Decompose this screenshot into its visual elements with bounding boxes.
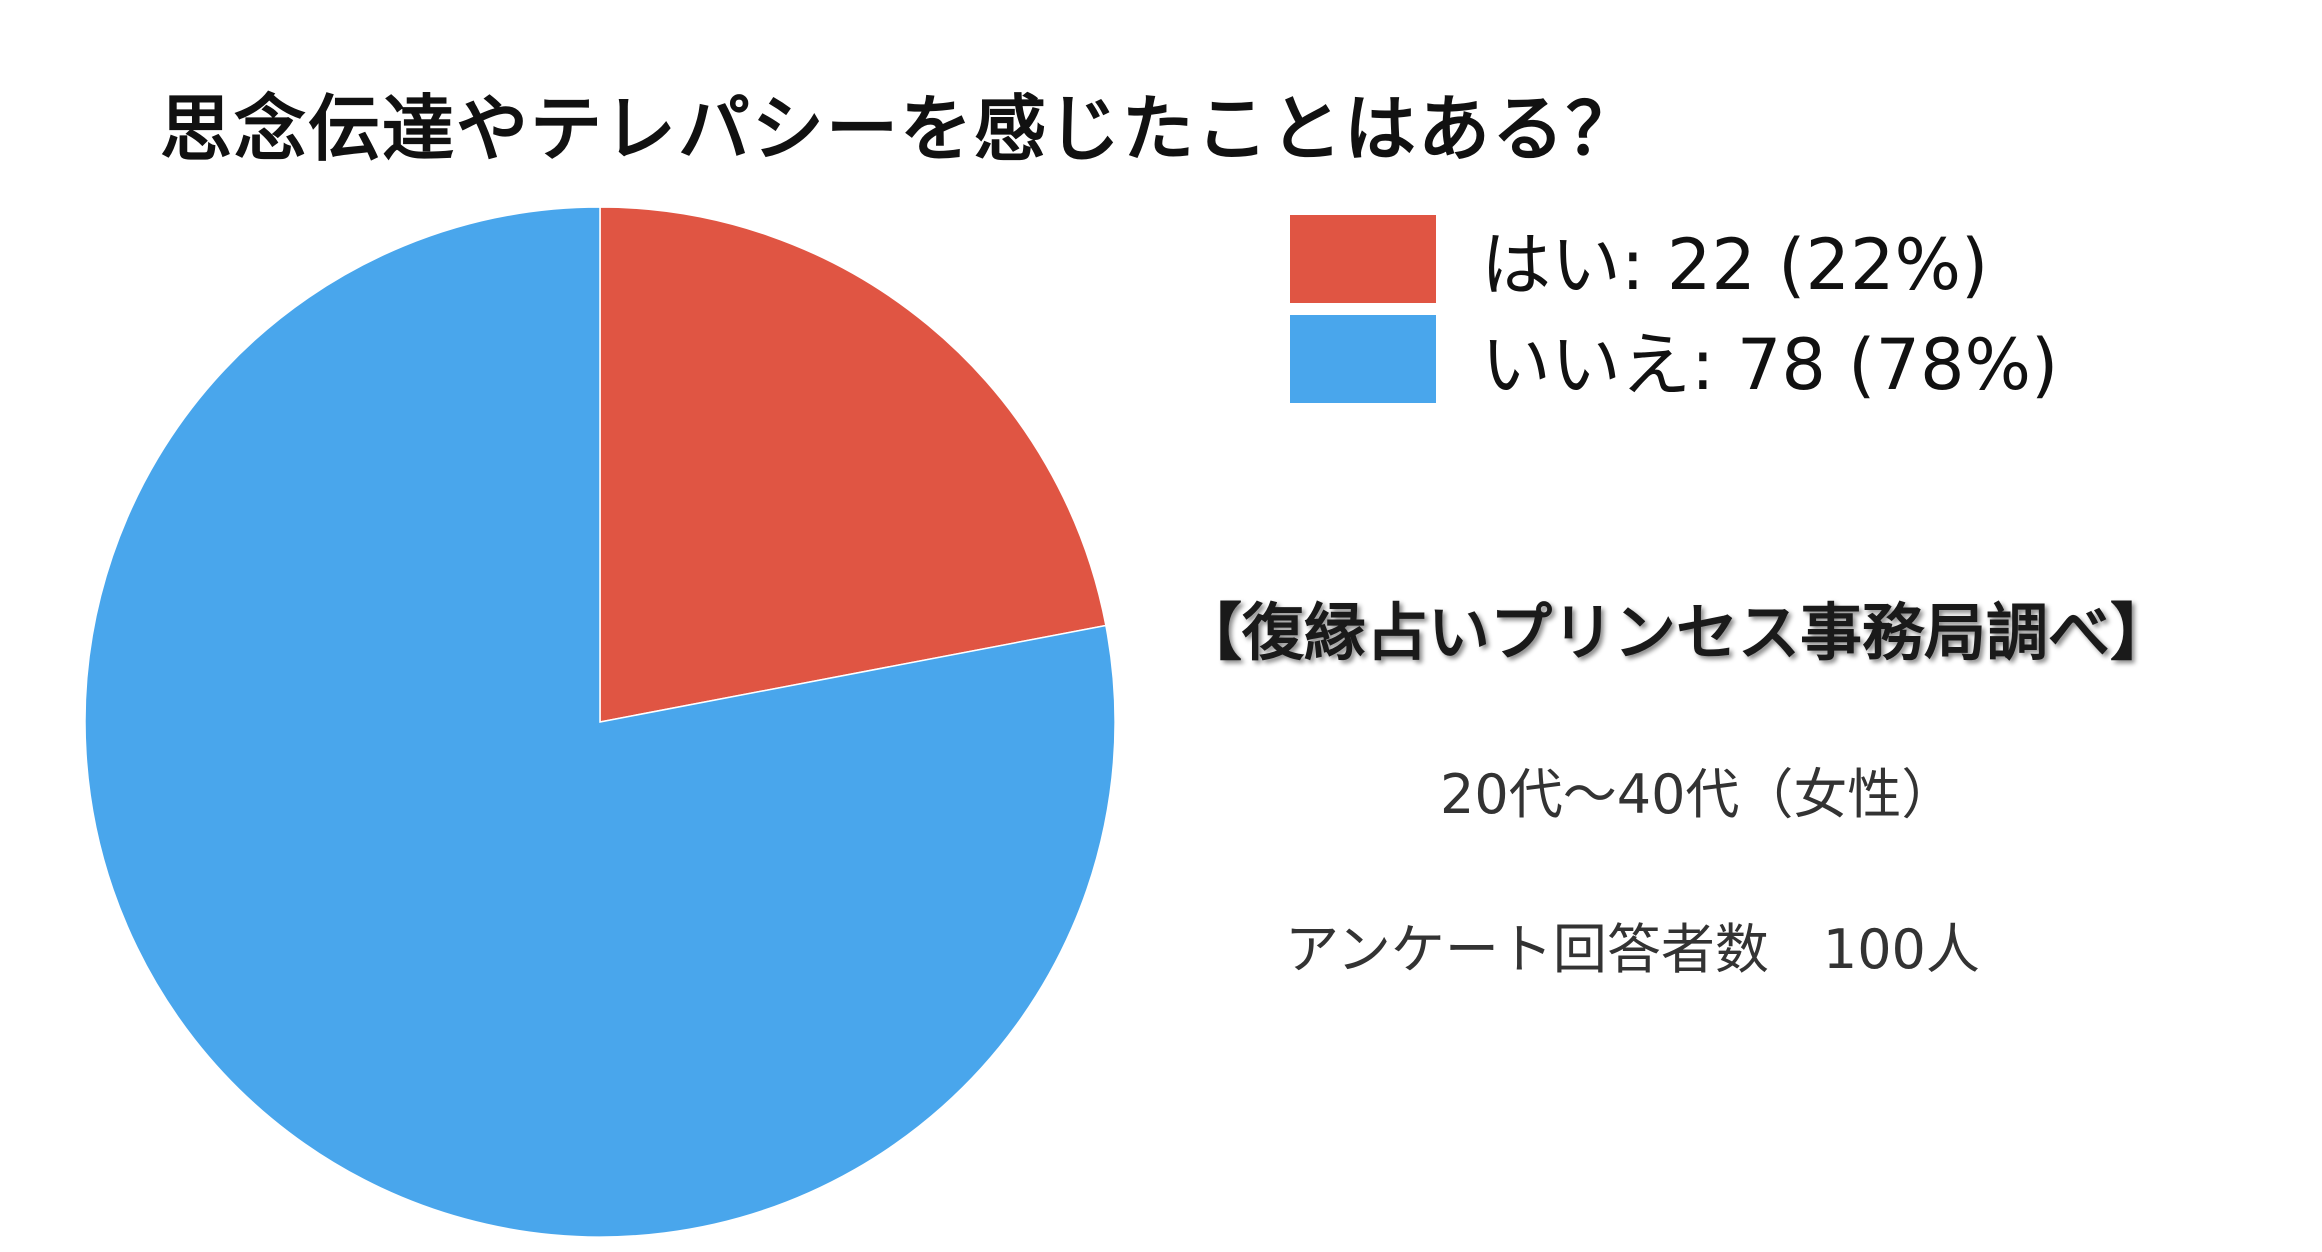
chart-title: 思念伝達やテレパシーを感じたことはある？ [160,87,1641,171]
legend-swatch-no [1290,315,1436,403]
pie-slice-yes [599,206,1107,723]
legend-item-yes: はい: 22 (22%) [1290,214,1988,306]
legend-item-no: いいえ: 78 (78%) [1290,314,2058,406]
respondent-count-note: アンケート回答者数 100人 [1285,918,1980,981]
legend-swatch-yes [1290,215,1436,303]
source-note: 【復縁占いプリンセス事務局調べ】 [1180,596,2173,669]
age-range-note: 20代〜40代（女性） [1440,763,1956,826]
legend-label-no: いいえ: 78 (78%) [1481,323,2059,406]
legend-label-yes: はい: 22 (22%) [1481,223,1989,306]
pie-slice-no [84,206,1116,1238]
